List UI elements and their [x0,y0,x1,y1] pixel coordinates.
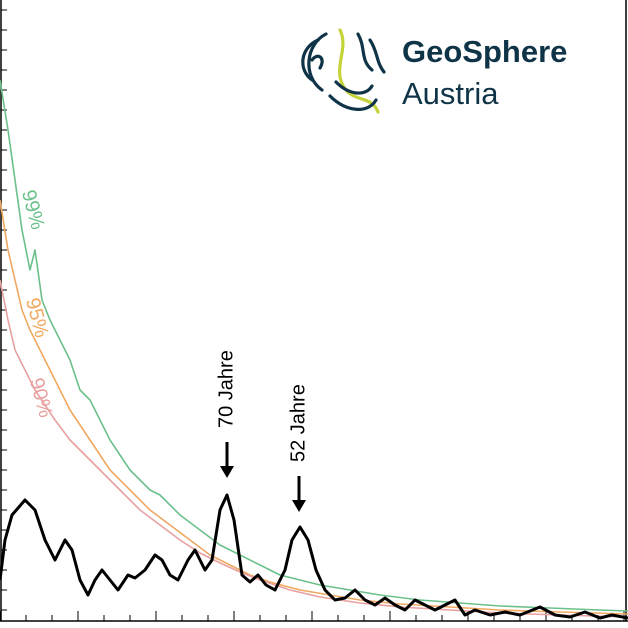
series-line [0,79,628,612]
logo-curve [368,38,386,74]
logo-name: GeoSphere [402,34,567,69]
annotation: 52 Jahre [287,384,309,462]
annotation: 70 Jahre [215,350,237,428]
series-line [0,199,628,615]
logo-curve [334,80,374,95]
series-line [0,493,628,620]
logo-curve [328,94,378,111]
logo [301,28,386,114]
logo-curve [310,54,324,70]
annotation-arrowhead [292,500,306,512]
logo-curve [356,32,374,72]
logo-curve [307,32,328,92]
series-line [0,279,628,618]
annotation-arrowhead [220,466,234,478]
logo-name: Austria [402,76,499,111]
